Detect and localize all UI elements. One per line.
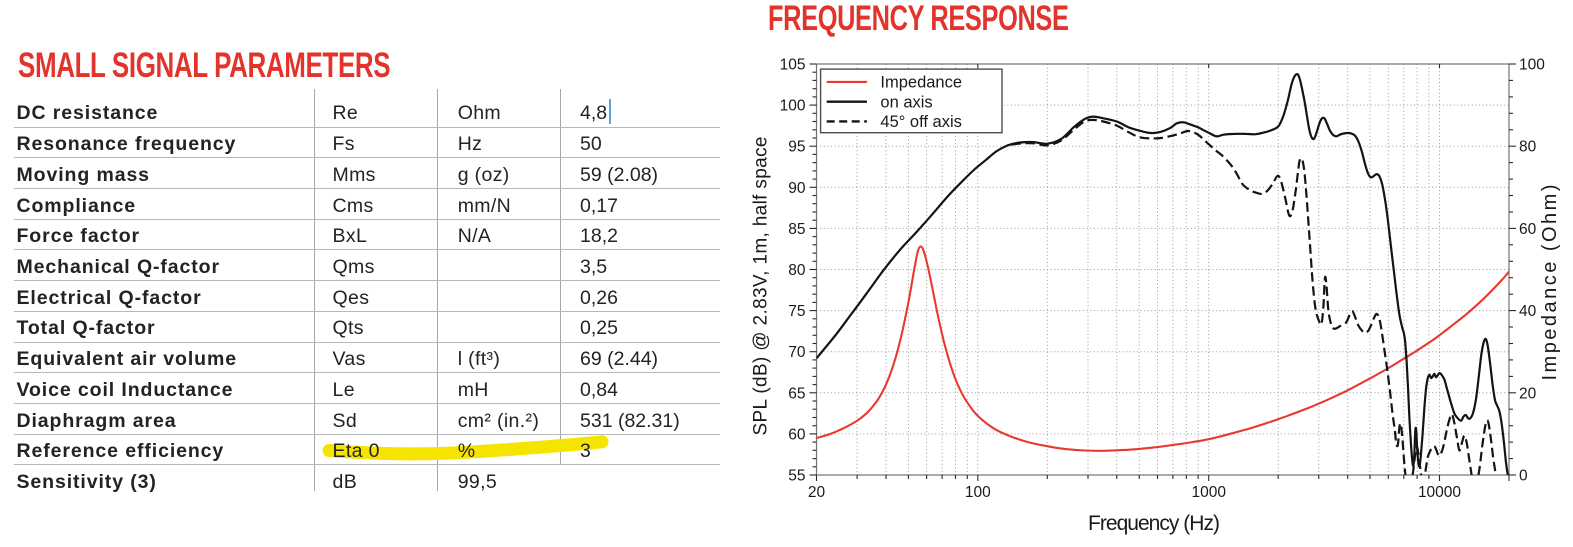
svg-text:100: 100 bbox=[965, 484, 991, 501]
svg-text:75: 75 bbox=[788, 303, 805, 320]
svg-text:80: 80 bbox=[1519, 139, 1537, 156]
svg-text:55: 55 bbox=[788, 468, 805, 485]
svg-text:45° off axis: 45° off axis bbox=[880, 113, 962, 131]
svg-text:1000: 1000 bbox=[1191, 484, 1226, 501]
svg-text:70: 70 bbox=[788, 344, 806, 361]
svg-text:105: 105 bbox=[780, 57, 806, 74]
svg-text:60: 60 bbox=[1519, 221, 1537, 238]
svg-text:Impedance (Ohm): Impedance (Ohm) bbox=[1539, 185, 1561, 381]
svg-text:0: 0 bbox=[1519, 468, 1528, 485]
svg-text:65: 65 bbox=[788, 385, 805, 402]
svg-text:100: 100 bbox=[780, 98, 806, 115]
svg-text:40: 40 bbox=[1519, 303, 1537, 320]
svg-text:Frequency (Hz): Frequency (Hz) bbox=[1088, 512, 1220, 535]
svg-text:20: 20 bbox=[808, 484, 826, 501]
svg-text:80: 80 bbox=[788, 262, 806, 279]
svg-text:20: 20 bbox=[1519, 385, 1537, 402]
svg-text:on axis: on axis bbox=[880, 93, 932, 111]
svg-text:10000: 10000 bbox=[1418, 484, 1461, 501]
svg-text:100: 100 bbox=[1519, 57, 1545, 74]
svg-text:90: 90 bbox=[788, 180, 806, 197]
svg-text:95: 95 bbox=[788, 139, 805, 156]
svg-text:SPL (dB) @ 2.83V, 1m, half spa: SPL (dB) @ 2.83V, 1m, half space bbox=[751, 137, 772, 436]
svg-text:60: 60 bbox=[788, 426, 806, 443]
svg-text:Impedance: Impedance bbox=[880, 74, 962, 92]
svg-text:85: 85 bbox=[788, 221, 805, 238]
